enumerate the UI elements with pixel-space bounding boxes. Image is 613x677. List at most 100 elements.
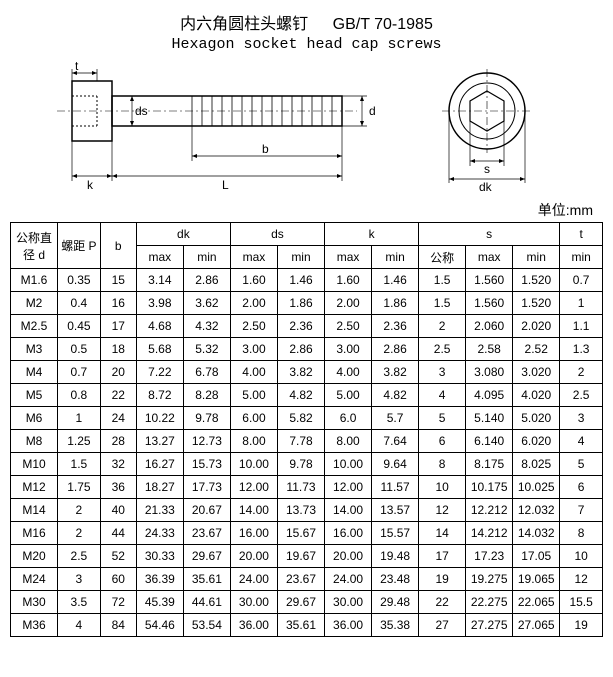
cell-ds_max: 4.00 (230, 361, 277, 384)
cell-k_min: 19.48 (372, 545, 419, 568)
cell-k_max: 20.00 (325, 545, 372, 568)
cell-b: 84 (100, 614, 136, 637)
header-s-min: min (513, 246, 560, 269)
cell-t_min: 3 (560, 407, 603, 430)
cell-dk_min: 4.32 (183, 315, 230, 338)
cell-p: 1.25 (58, 430, 101, 453)
cell-ds_max: 30.00 (230, 591, 277, 614)
cell-s_nom: 12 (419, 499, 466, 522)
header-s: s (419, 223, 560, 246)
cell-t_min: 1.1 (560, 315, 603, 338)
cell-dk_max: 5.68 (136, 338, 183, 361)
cell-d: M5 (11, 384, 58, 407)
cell-dk_min: 2.86 (183, 269, 230, 292)
cell-s_min: 4.020 (513, 384, 560, 407)
cell-ds_max: 24.00 (230, 568, 277, 591)
cell-k_max: 24.00 (325, 568, 372, 591)
cell-k_max: 2.00 (325, 292, 372, 315)
cell-t_min: 10 (560, 545, 603, 568)
cell-d: M12 (11, 476, 58, 499)
header-t: t (560, 223, 603, 246)
cell-p: 1 (58, 407, 101, 430)
title-english: Hexagon socket head cap screws (10, 36, 603, 53)
cell-b: 28 (100, 430, 136, 453)
cell-d: M36 (11, 614, 58, 637)
cell-b: 44 (100, 522, 136, 545)
cell-dk_max: 21.33 (136, 499, 183, 522)
cell-s_nom: 10 (419, 476, 466, 499)
cell-dk_max: 7.22 (136, 361, 183, 384)
cell-d: M2 (11, 292, 58, 315)
cell-p: 0.7 (58, 361, 101, 384)
cell-dk_max: 24.33 (136, 522, 183, 545)
cell-k_max: 8.00 (325, 430, 372, 453)
cell-k_min: 1.46 (372, 269, 419, 292)
cell-d: M4 (11, 361, 58, 384)
cell-s_min: 12.032 (513, 499, 560, 522)
cell-k_max: 6.0 (325, 407, 372, 430)
cell-p: 0.8 (58, 384, 101, 407)
table-row: M1624424.3323.6716.0015.6716.0015.571414… (11, 522, 603, 545)
cell-dk_min: 6.78 (183, 361, 230, 384)
dim-d: d (369, 104, 376, 118)
cell-s_nom: 27 (419, 614, 466, 637)
cell-k_max: 1.60 (325, 269, 372, 292)
table-row: M81.252813.2712.738.007.788.007.6466.140… (11, 430, 603, 453)
table-row: M121.753618.2717.7312.0011.7312.0011.571… (11, 476, 603, 499)
cell-k_max: 5.00 (325, 384, 372, 407)
cell-dk_min: 53.54 (183, 614, 230, 637)
cell-s_min: 1.520 (513, 292, 560, 315)
cell-s_nom: 14 (419, 522, 466, 545)
cell-ds_min: 19.67 (277, 545, 324, 568)
cell-k_min: 2.86 (372, 338, 419, 361)
cell-d: M30 (11, 591, 58, 614)
cell-b: 16 (100, 292, 136, 315)
cell-ds_min: 23.67 (277, 568, 324, 591)
cell-s_max: 12.212 (466, 499, 513, 522)
cell-dk_max: 4.68 (136, 315, 183, 338)
cell-ds_max: 8.00 (230, 430, 277, 453)
header-ds-min: min (277, 246, 324, 269)
cell-k_max: 12.00 (325, 476, 372, 499)
unit-label: 单位:mm (10, 200, 593, 220)
cell-b: 52 (100, 545, 136, 568)
cell-d: M1.6 (11, 269, 58, 292)
cell-ds_min: 1.46 (277, 269, 324, 292)
header-ds-max: max (230, 246, 277, 269)
cell-d: M2.5 (11, 315, 58, 338)
cell-ds_min: 11.73 (277, 476, 324, 499)
table-row: M101.53216.2715.7310.009.7810.009.6488.1… (11, 453, 603, 476)
cell-ds_min: 2.86 (277, 338, 324, 361)
cell-k_min: 5.7 (372, 407, 419, 430)
cell-k_max: 4.00 (325, 361, 372, 384)
cell-dk_min: 12.73 (183, 430, 230, 453)
header-k-min: min (372, 246, 419, 269)
cell-k_min: 15.57 (372, 522, 419, 545)
cell-s_nom: 17 (419, 545, 466, 568)
cell-d: M10 (11, 453, 58, 476)
cell-ds_min: 5.82 (277, 407, 324, 430)
dim-b: b (262, 142, 269, 156)
table-header: 公称直径 d 螺距 P b dk ds k s t max min max mi… (11, 223, 603, 269)
cell-t_min: 15.5 (560, 591, 603, 614)
cell-ds_min: 2.36 (277, 315, 324, 338)
cell-b: 15 (100, 269, 136, 292)
cell-dk_max: 54.46 (136, 614, 183, 637)
cell-b: 60 (100, 568, 136, 591)
cell-s_max: 3.080 (466, 361, 513, 384)
cell-t_min: 2.5 (560, 384, 603, 407)
cell-s_min: 14.032 (513, 522, 560, 545)
cell-s_min: 6.020 (513, 430, 560, 453)
cell-dk_max: 18.27 (136, 476, 183, 499)
cell-ds_min: 29.67 (277, 591, 324, 614)
cell-k_min: 4.82 (372, 384, 419, 407)
cell-s_max: 8.175 (466, 453, 513, 476)
header-ds: ds (230, 223, 324, 246)
cell-ds_max: 16.00 (230, 522, 277, 545)
cell-t_min: 7 (560, 499, 603, 522)
cell-s_nom: 8 (419, 453, 466, 476)
cell-dk_min: 17.73 (183, 476, 230, 499)
cell-b: 18 (100, 338, 136, 361)
table-body: M1.60.35153.142.861.601.461.601.461.51.5… (11, 269, 603, 637)
cell-k_min: 35.38 (372, 614, 419, 637)
